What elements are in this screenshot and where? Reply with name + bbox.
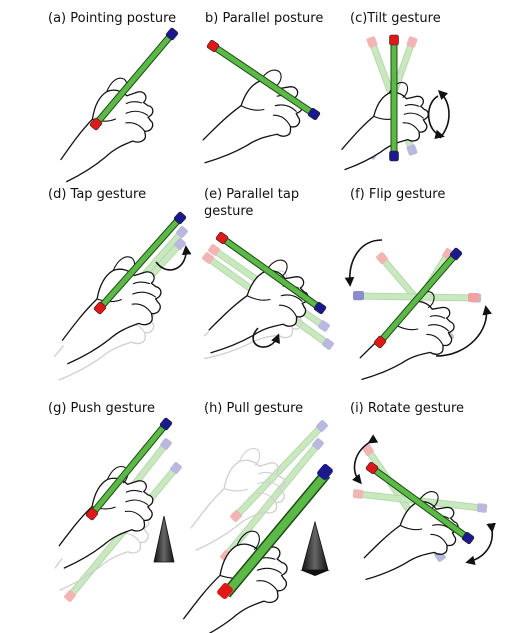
flip-arrow-icon	[344, 239, 383, 287]
tap-arrow-icon	[155, 245, 192, 271]
red-cap	[366, 36, 378, 48]
caption-b: b) Parallel posture	[205, 11, 324, 26]
stylus-icon	[93, 211, 187, 315]
blue-cap	[312, 438, 324, 450]
up-cone-arrow-icon	[153, 515, 175, 563]
blue-cap	[353, 291, 364, 300]
blue-cap	[159, 417, 173, 431]
down-cone-arrow-icon	[301, 520, 329, 571]
stylus-icon	[85, 417, 173, 521]
blue-cap	[313, 301, 327, 315]
blue-cap	[173, 211, 187, 225]
panel-a-pointing-posture	[60, 27, 179, 183]
blue-cap	[322, 338, 334, 350]
stylus-icon	[89, 27, 179, 131]
caption-i: (i) Rotate gesture	[350, 401, 464, 416]
hand-icon	[60, 77, 154, 183]
blue-cap	[316, 420, 328, 432]
red-cap	[208, 244, 220, 256]
red-cap	[376, 252, 388, 264]
hand-icon	[341, 81, 429, 171]
panel-f-flip-gesture	[344, 239, 492, 381]
panel-b-parallel-posture	[202, 39, 321, 164]
stylus-icon	[206, 39, 321, 121]
blue-cap	[170, 462, 182, 474]
blue-cap	[165, 27, 179, 41]
blue-cap	[389, 150, 399, 162]
red-cap	[468, 293, 479, 302]
hand-icon	[58, 466, 154, 569]
ghost-hand	[190, 448, 286, 551]
blue-cap	[307, 107, 321, 121]
blue-cap	[476, 503, 488, 513]
red-cap	[389, 34, 399, 46]
red-cap	[373, 335, 387, 349]
tilt-arrow-icon	[427, 95, 445, 140]
caption-f: (f) Flip gesture	[350, 187, 446, 202]
red-cap	[217, 583, 233, 599]
caption-a: (a) Pointing posture	[48, 11, 177, 26]
blue-cap	[160, 438, 172, 450]
panel-i-rotate-gesture	[352, 434, 496, 581]
ghost-stylus	[230, 420, 328, 522]
caption-c: (c)Tilt gesture	[350, 11, 441, 26]
red-cap	[406, 36, 418, 48]
rotate-arrow-icon	[352, 434, 379, 485]
blue-cap	[317, 464, 333, 480]
red-cap	[85, 507, 99, 521]
panel-c-tilt-gesture	[341, 34, 450, 171]
panel-e-parallel-tap-gesture	[202, 231, 334, 360]
rotate-arrow-icon	[465, 522, 496, 566]
red-cap	[202, 252, 214, 264]
blue-cap	[318, 320, 330, 332]
blue-cap	[176, 226, 188, 238]
hand-icon	[202, 69, 303, 164]
red-cap	[215, 231, 229, 245]
panel-g-push-gesture	[54, 417, 182, 602]
stylus-icon	[222, 471, 330, 597]
red-cap	[206, 39, 220, 53]
caption-h: (h) Pull gesture	[204, 401, 304, 416]
caption-e: (e) Parallel tap gesture	[204, 187, 300, 219]
tilt-arrow-icon	[437, 89, 450, 139]
hand-icon	[359, 291, 455, 381]
panel-d-tap-gesture	[54, 211, 192, 381]
stylus-icon	[215, 231, 327, 315]
red-cap	[93, 301, 107, 315]
red-cap	[230, 510, 242, 522]
flip-arrow-icon	[435, 305, 492, 357]
cone-base	[300, 570, 330, 576]
blue-cap	[449, 247, 463, 261]
caption-g: (g) Push gesture	[48, 401, 155, 416]
caption-d: (d) Tap gesture	[48, 187, 147, 202]
panel-h-pull-gesture	[183, 420, 333, 633]
blue-cap	[406, 144, 418, 156]
red-cap	[89, 117, 103, 131]
red-cap	[352, 489, 364, 499]
stylus-icon	[389, 34, 399, 162]
tap-arrow-icon	[252, 327, 280, 348]
hand-icon	[61, 256, 162, 365]
red-cap	[64, 590, 76, 602]
stylus-icon	[373, 247, 463, 349]
hand-icon	[363, 491, 459, 581]
